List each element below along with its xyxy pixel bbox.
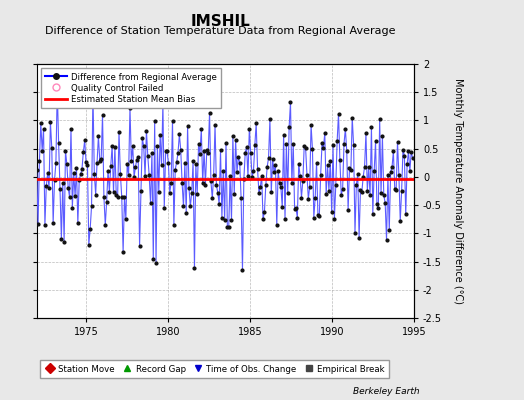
- Text: IMSHIL: IMSHIL: [190, 14, 250, 29]
- Y-axis label: Monthly Temperature Anomaly Difference (°C): Monthly Temperature Anomaly Difference (…: [453, 78, 463, 304]
- Legend: Difference from Regional Average, Quality Control Failed, Estimated Station Mean: Difference from Regional Average, Qualit…: [41, 68, 221, 108]
- Text: Difference of Station Temperature Data from Regional Average: Difference of Station Temperature Data f…: [45, 26, 395, 36]
- Legend: Station Move, Record Gap, Time of Obs. Change, Empirical Break: Station Move, Record Gap, Time of Obs. C…: [40, 360, 389, 378]
- Text: Berkeley Earth: Berkeley Earth: [353, 387, 419, 396]
